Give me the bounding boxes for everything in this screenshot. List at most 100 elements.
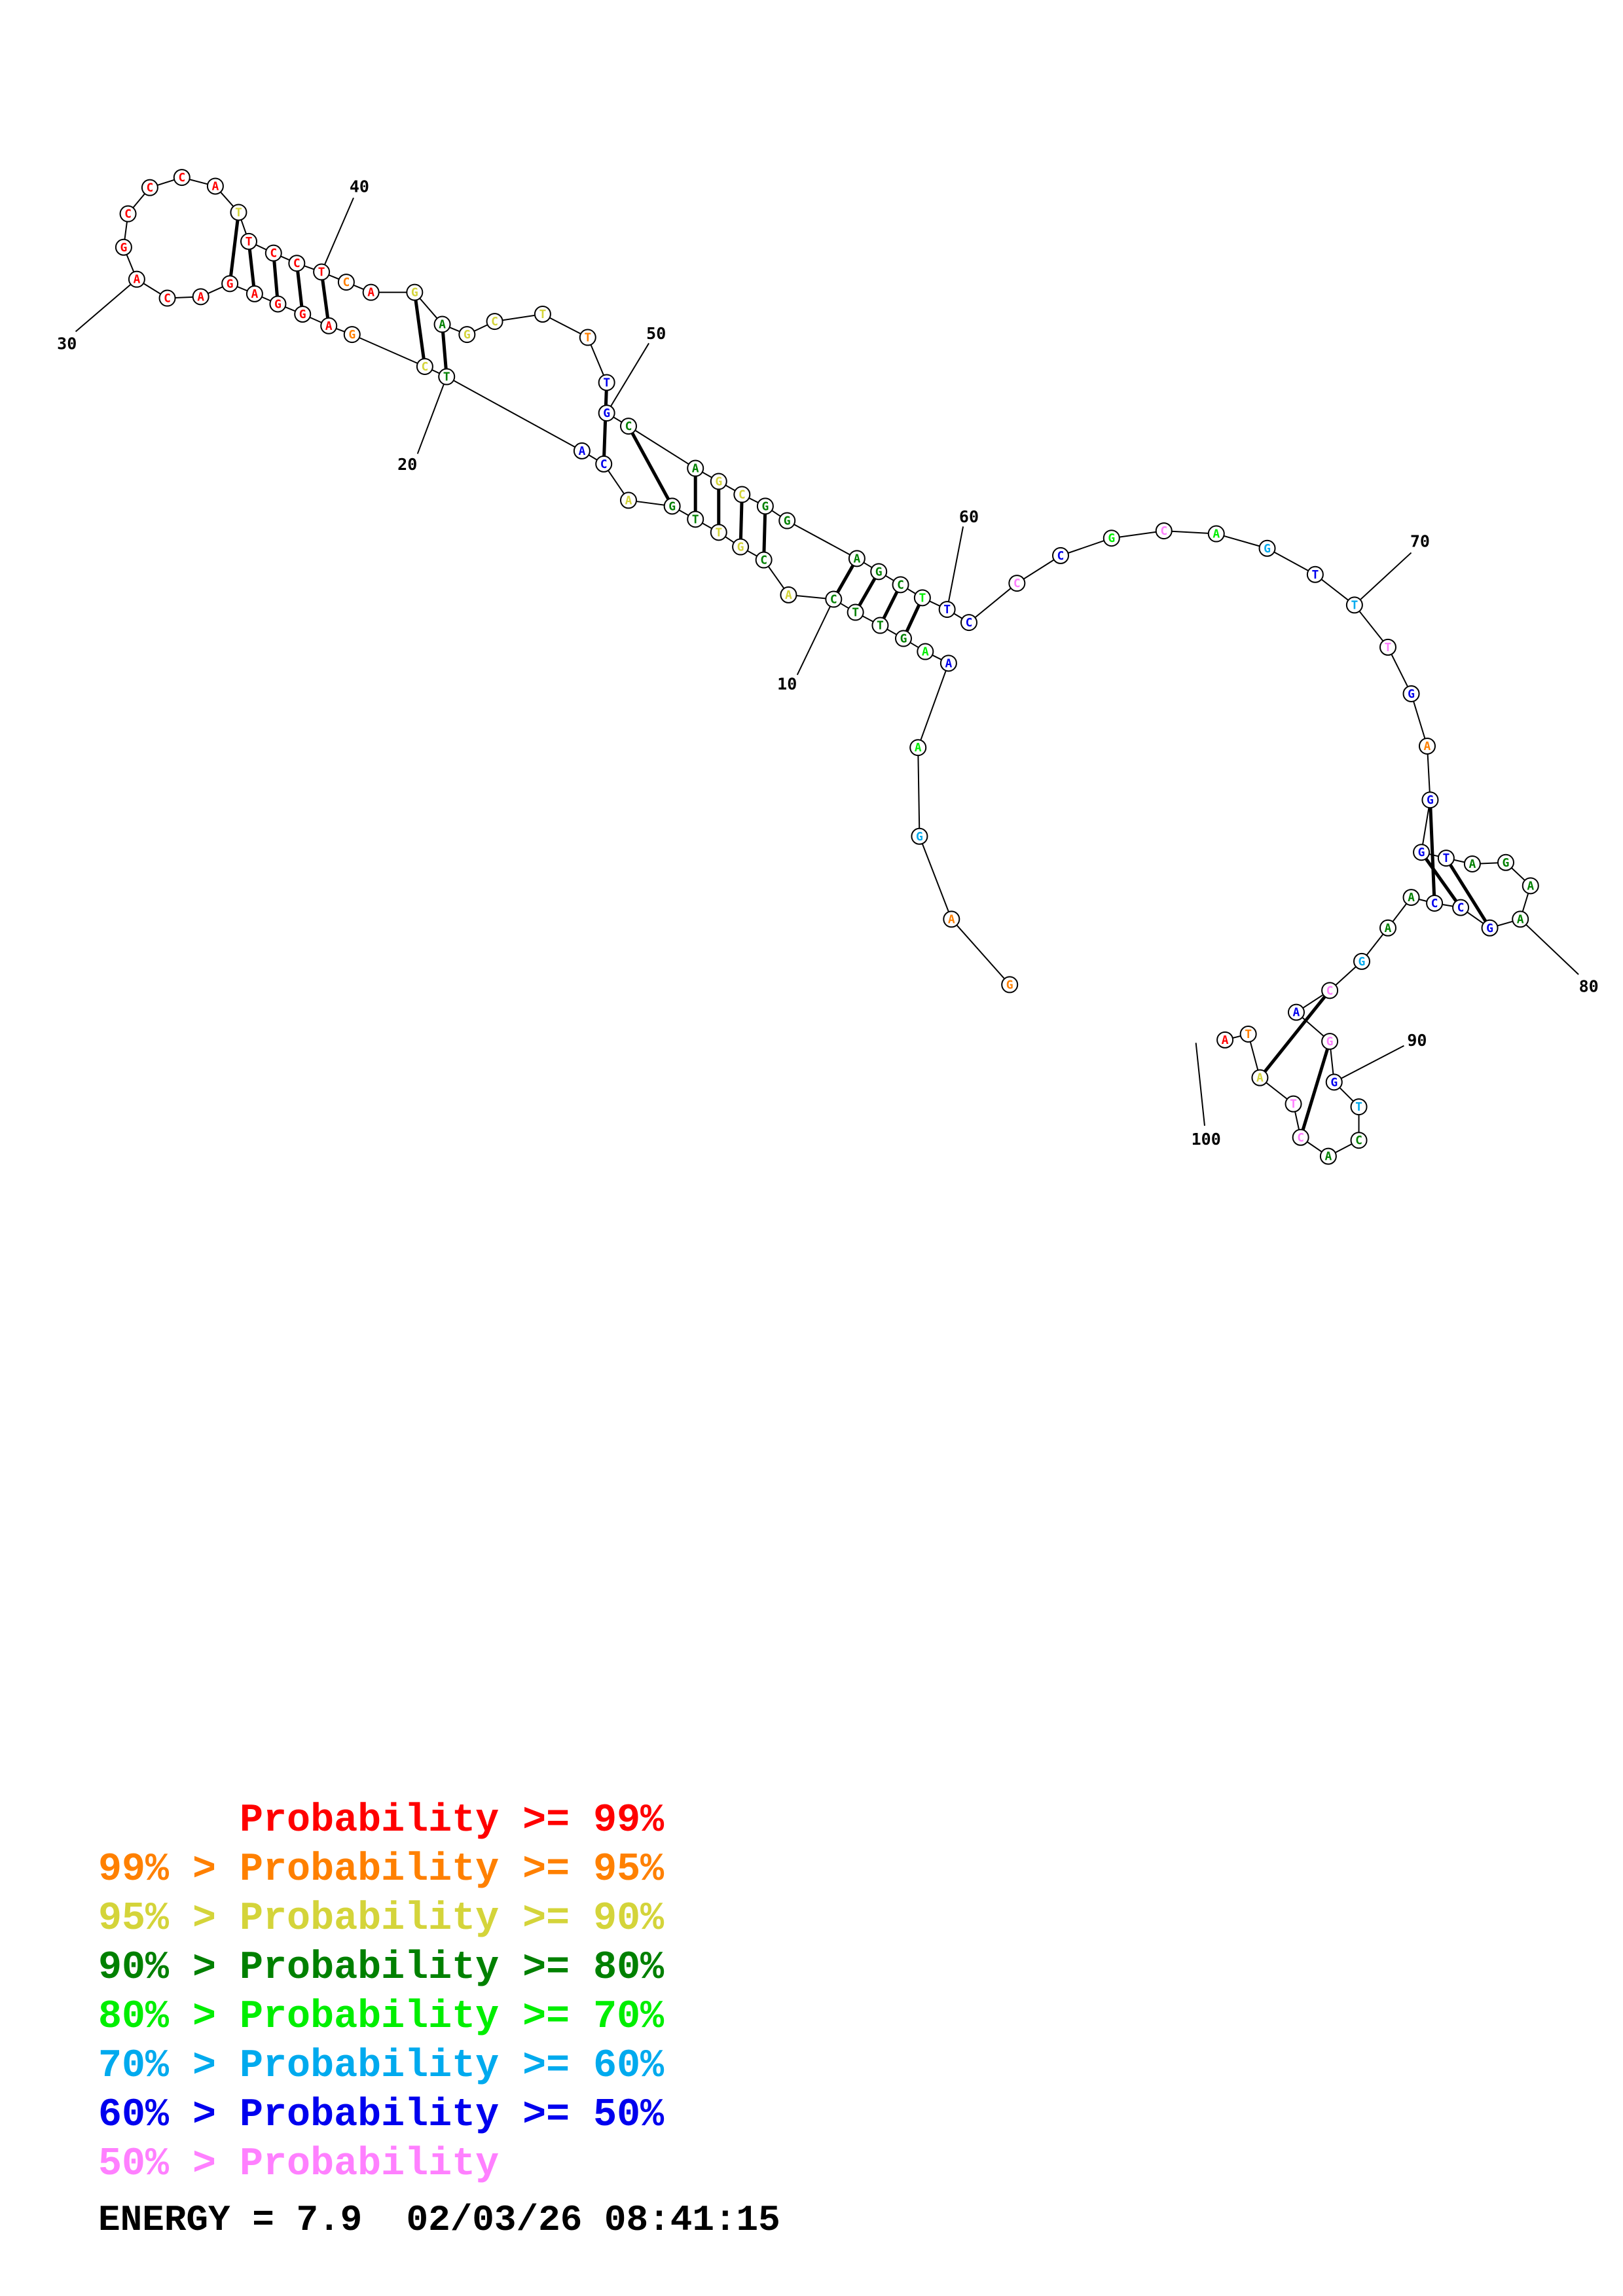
nucleotide: C [755,551,773,569]
nucleotide-circle [1350,1098,1368,1116]
nucleotide-circle [320,317,338,334]
tick-line [416,376,448,454]
nucleotide: A [1512,910,1529,928]
nucleotide-base: G [299,308,306,321]
nucleotide-circle [128,270,145,288]
nucleotide-base: G [761,499,769,513]
nucleotide-base: T [1385,641,1392,655]
nucleotide-base: A [211,179,219,193]
legend-row: Probability >= 99% [98,1797,664,1846]
legend-label: Probability >= 50% [240,2093,665,2138]
nucleotide: T [871,617,889,634]
nucleotide: C [264,244,282,262]
nucleotide-base: G [1359,955,1366,969]
nucleotide: A [573,442,591,459]
nucleotide-base: T [852,606,859,620]
tick-line [75,278,137,332]
nucleotide-circle [1251,1069,1269,1086]
nucleotide: A [1402,889,1420,906]
nucleotide-circle [1452,899,1470,916]
nucleotide-circle [755,551,773,569]
backbone-segment [1354,604,1389,648]
nucleotide: T [687,511,704,528]
nucleotide-base: C [1297,1131,1304,1145]
nucleotide-circle [732,538,750,556]
position-tick-label: 90 [1407,1031,1427,1050]
nucleotide: C [825,590,843,608]
legend-label: Probability >= 99% [240,1799,665,1843]
nucleotide-circle [230,204,247,221]
base-pair-bond [905,604,921,632]
legend-label: Probability >= 95% [240,1848,665,1892]
base-pair-bond [1263,996,1326,1073]
nucleotide-circle [913,589,931,607]
nucleotide-circle [221,275,239,293]
nucleotide-circle [1421,791,1439,809]
nucleotide-base: C [1057,549,1065,563]
nucleotide-circle [1350,1132,1368,1149]
nucleotide-base: A [1222,1033,1229,1047]
backbone-segment [917,662,949,748]
nucleotide: G [406,283,424,301]
nucleotide: G [1497,853,1514,871]
nucleotide: G [1421,791,1439,809]
nucleotide-circle [1155,522,1173,540]
nucleotide: A [780,586,797,603]
nucleotide-circle [264,244,282,262]
nucleotide-circle [847,603,864,621]
position-tick-label: 70 [1410,532,1430,551]
nucleotide-base: G [1408,687,1415,701]
nucleotide-base: G [1503,856,1510,870]
nucleotide-base: G [1264,542,1271,556]
legend-row: 70% > Probability >= 60% [98,2042,664,2091]
nucleotide-circle [141,179,158,196]
base-pair-bond [1449,863,1487,922]
nucleotide: A [320,317,338,334]
base-pair-bond [296,270,304,307]
legend-row: 99% > Probability >= 95% [98,1846,664,1895]
nucleotide-base: C [1355,1134,1362,1147]
nucleotide-circle [119,205,137,223]
nucleotide-circle [269,295,287,313]
nucleotide-base: A [948,912,955,926]
nucleotide: A [1216,1031,1234,1049]
position-tick-label: 30 [57,334,77,353]
nucleotide-circle [192,288,210,306]
nucleotide-base: T [1355,1100,1362,1114]
nucleotide-circle [1239,1025,1257,1043]
nucleotide-base: G [1418,846,1425,859]
nucleotide-circle [1512,910,1529,928]
position-tick-label: 50 [646,324,666,343]
nucleotide: C [416,357,433,375]
nucleotide-base: A [1424,740,1431,753]
nucleotide-base: C [342,276,350,289]
legend-label: Probability [240,2142,500,2187]
nucleotide: C [1292,1128,1309,1146]
nucleotide-base: C [146,181,153,195]
backbone-segment [1267,547,1316,575]
nucleotide-base: C [164,292,171,306]
nucleotide-circle [579,329,596,346]
nucleotide: T [710,524,727,541]
nucleotide: A [192,288,210,306]
backbone-segment [1163,530,1216,535]
nucleotide: T [913,589,931,607]
nucleotide-circle [1207,525,1225,543]
position-tick-label: 40 [350,177,369,196]
nucleotide-circle [1413,844,1431,861]
nucleotide-circle [1379,919,1396,937]
nucleotide: A [1319,1147,1337,1165]
nucleotide-circle [598,374,615,391]
nucleotide: T [313,263,331,281]
nucleotide-base: C [1160,524,1167,538]
nucleotide-base: C [491,315,498,329]
position-tick-label: 10 [777,674,797,693]
nucleotide: C [1350,1132,1368,1149]
nucleotide: T [598,374,615,391]
nucleotide-circle [911,827,928,845]
nucleotide: T [438,368,456,386]
nucleotide-circle [1287,1003,1305,1021]
nucleotide-base: G [875,565,883,579]
nucleotide-circle [619,418,637,435]
nucleotide-base: C [1013,577,1021,590]
